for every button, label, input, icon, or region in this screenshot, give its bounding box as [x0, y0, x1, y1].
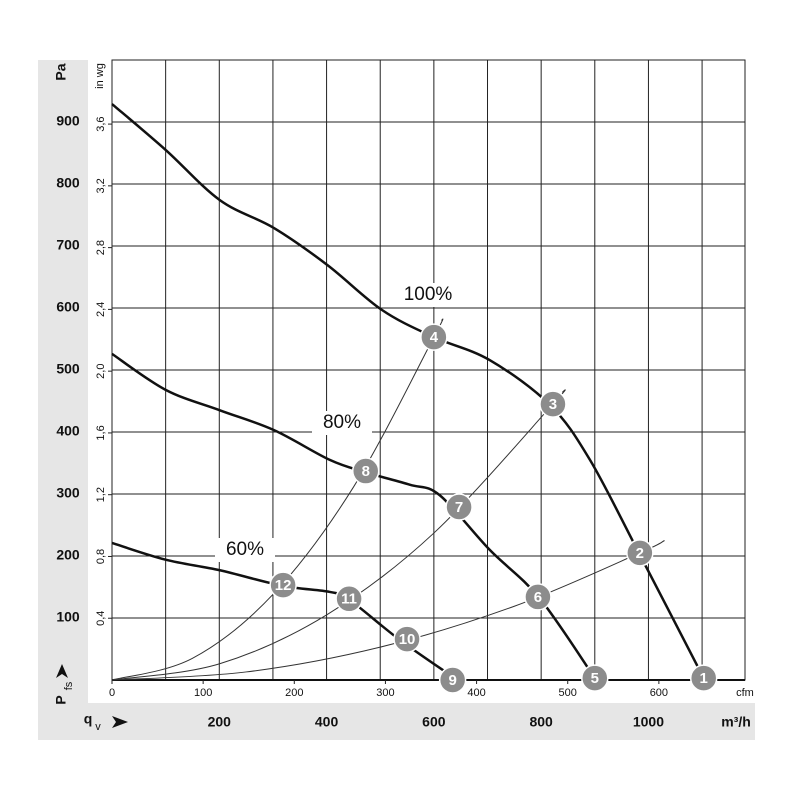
operating-point	[269, 571, 297, 599]
y2-tick-label: 2,4	[95, 302, 107, 317]
y-tick-label: 900	[56, 113, 80, 129]
y-tick-label: 600	[56, 299, 80, 315]
y2-tick-label: 3,6	[95, 116, 107, 131]
x-tick-label: 800	[529, 714, 553, 730]
operating-point-label: 1	[700, 670, 708, 687]
operating-point	[335, 585, 363, 613]
curve-label-bg	[215, 538, 275, 562]
x-symbol: q	[84, 711, 93, 727]
operating-point-label: 12	[275, 577, 292, 594]
curve-label-bg	[398, 283, 458, 307]
x2-tick-label: 600	[650, 687, 668, 699]
x2-tick-label: 200	[285, 687, 303, 699]
x-label: m³/h	[721, 714, 751, 730]
x-tick-label: 400	[315, 714, 339, 730]
y2-tick-label: 2,0	[95, 364, 107, 379]
operating-point	[351, 457, 380, 485]
operating-point	[445, 493, 473, 521]
y-tick-label: 200	[56, 547, 80, 563]
x2-tick-label: 100	[194, 687, 212, 699]
system-curve	[111, 318, 444, 681]
operating-point-label: 11	[341, 591, 357, 608]
y-tick-label: 300	[56, 485, 80, 501]
operating-point	[438, 666, 467, 694]
speed-curve	[111, 352, 596, 679]
y2-tick-label: 0,4	[95, 611, 107, 626]
y-symbol-sub: fs	[63, 681, 75, 690]
operating-point	[626, 539, 654, 567]
y2-tick-label: 1,6	[95, 425, 107, 440]
curve-label: 80%	[323, 412, 361, 433]
y-symbol: P	[53, 695, 69, 704]
y2-label: in wg	[94, 63, 106, 89]
operating-point	[689, 664, 718, 692]
y-tick-label: 700	[56, 237, 80, 253]
y2-tick-label: 0,8	[95, 549, 107, 564]
y2-tick-label: 3,2	[95, 178, 107, 193]
operating-point	[524, 583, 552, 611]
operating-point	[581, 664, 609, 692]
operating-point	[393, 625, 421, 653]
x-tick-label: 200	[208, 714, 232, 730]
y-tick-label: 400	[56, 423, 80, 439]
operating-point-label: 3	[549, 396, 557, 413]
x2-tick-label: 400	[467, 687, 485, 699]
x-arrow	[112, 716, 128, 728]
x-symbol-sub: v	[95, 721, 101, 733]
operating-point-label: 9	[448, 672, 456, 689]
operating-point-label: 10	[399, 631, 416, 648]
speed-curve	[111, 541, 456, 680]
x2-tick-label: 500	[559, 687, 577, 699]
operating-point-label: 4	[430, 329, 439, 346]
y-label: Pa	[53, 63, 69, 80]
operating-point	[539, 390, 567, 418]
operating-point-label: 6	[534, 589, 542, 606]
operating-point-label: 2	[636, 545, 644, 562]
y-tick-label: 800	[56, 175, 80, 191]
operating-point	[420, 323, 448, 351]
x2-tick-label: 300	[376, 687, 394, 699]
x-tick-label: 600	[422, 714, 446, 730]
bottom-band	[38, 703, 755, 740]
y-tick-label: 500	[56, 361, 80, 377]
y2-tick-label: 2,8	[95, 240, 107, 255]
x2-label: cfm	[736, 687, 754, 699]
x2-tick-label: 0	[109, 687, 115, 699]
y-arrow	[56, 664, 68, 678]
y-tick-label: 100	[56, 609, 80, 625]
x-tick-label: 1000	[633, 714, 664, 730]
left-band	[38, 60, 88, 740]
curve-label: 60%	[226, 539, 264, 560]
y2-tick-label: 1,2	[95, 487, 107, 502]
operating-point-label: 5	[591, 670, 599, 687]
curve-label-bg	[312, 411, 372, 435]
operating-point-label: 7	[455, 499, 463, 516]
curve-label: 100%	[404, 284, 453, 305]
operating-point-label: 8	[362, 463, 370, 480]
speed-curve	[111, 103, 705, 679]
